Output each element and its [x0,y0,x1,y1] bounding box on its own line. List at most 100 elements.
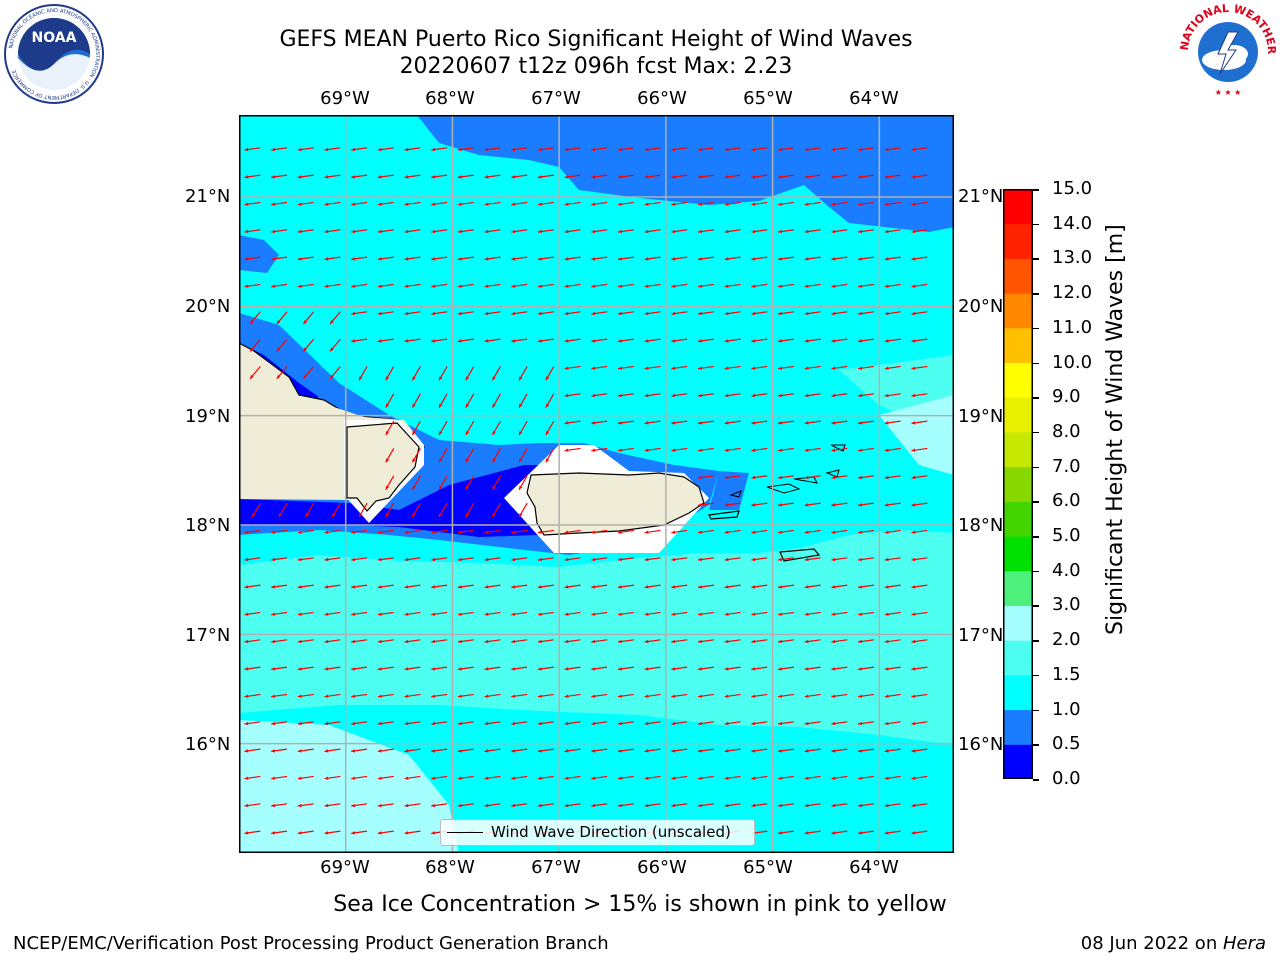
wave-arrow-head [244,639,249,644]
wave-arrow-head [457,284,462,288]
wave-arrow-head [385,403,390,408]
wave-arrow-head [884,694,889,698]
wave-arrow-head [778,530,782,534]
wave-arrow-head [511,721,516,726]
wave-arrow-head [751,749,756,753]
wave-arrow-head [724,667,729,671]
wave-arrow-head [431,612,436,616]
wave-arrow-head [412,513,416,517]
lat-label-left-19n: 19°N [185,406,231,427]
wave-arrow-head [484,694,489,698]
wave-arrow-head [404,147,409,152]
wave-arrow-head [519,431,523,435]
wave-arrow-head [618,175,622,179]
wave-arrow-head [457,175,462,179]
wave-arrow-head [431,694,436,698]
wave-arrow-head [564,749,569,753]
wave-arrow-head [591,147,596,152]
wave-arrow-head [439,376,443,381]
wave-arrow-head [618,776,622,780]
wave-arrow-head [591,667,596,671]
wave-arrow-head [884,475,889,480]
wave-arrow-head [644,147,649,152]
wave-arrow-head [751,284,756,288]
wave-arrow-head [465,403,470,408]
wave-arrow-head [457,749,462,753]
wave-arrow-head [751,339,756,343]
wave-arrow-head [911,366,916,370]
wave-arrow-head [618,667,622,671]
wave-arrow-head [884,557,889,562]
wave-arrow-head [591,694,596,698]
wave-arrow-head [537,202,542,206]
wave-arrow-head [457,557,462,562]
wave-arrow-head [324,284,329,288]
wave-arrow-head [511,694,516,698]
wave-arrow-head [698,803,702,808]
wave-arrow-head [778,311,782,316]
wave-arrow-head [511,311,516,316]
wave-arrow-head [244,667,249,671]
wave-arrow-head [804,585,809,589]
lon-label-bottom-68w: 68°W [425,857,475,878]
colorbar-tick [1033,258,1039,260]
wave-arrow-head [671,175,676,179]
wave-arrow-head [412,376,416,381]
wave-arrow-head [884,831,889,835]
wave-arrow-head [537,585,542,589]
wave-arrow-head [431,639,436,644]
lat-label-left-16n: 16°N [185,734,231,755]
wave-arrow-head [244,202,249,206]
wave-arrow-head [778,831,782,835]
wave-arrow-head [724,721,729,726]
wave-arrow-head [911,694,916,698]
chart-subtitle: 20220607 t12z 096h fcst Max: 2.23 [399,54,793,79]
wave-arrow-head [564,776,569,780]
wave-arrow-head [698,393,702,398]
wave-arrow-head [724,694,729,698]
wave-arrow-head [377,257,382,261]
wave-arrow-head [698,503,702,507]
wave-arrow-head [297,585,302,589]
wave-arrow-head [884,612,889,616]
wave-arrow-head [511,667,516,671]
wave-arrow-head [564,175,569,179]
wave-arrow-head [778,694,782,698]
wave-arrow-head [324,229,329,234]
wave-arrow-head [404,585,409,589]
wave-arrow-head [412,485,416,490]
colorbar-tick-label: 1.0 [1052,698,1081,720]
wave-arrow-head [911,612,916,616]
wave-arrow-head [884,421,889,425]
wave-arrow-head [804,694,809,698]
wave-arrow-head [831,585,836,589]
wave-arrow-head [591,776,596,780]
colorbar-tick [1033,223,1039,226]
wave-arrow-head [751,229,756,234]
wave-arrow-head [511,639,516,644]
wave-arrow-head [377,284,382,288]
wave-arrow-head [644,366,649,370]
wave-arrow-head [831,612,836,616]
wave-arrow-head [457,694,462,698]
wave-arrow-head [591,421,596,425]
wave-arrow-head [591,393,596,398]
wave-arrow-head [804,339,809,343]
wave-arrow-head [457,530,462,534]
wave-arrow-head [351,667,356,671]
wave-arrow-head [778,475,782,480]
wave-arrow-head [591,530,596,534]
wave-arrow-head [330,347,334,352]
wave-arrow-head [250,320,254,325]
wave-arrow-head [751,311,756,316]
wave-arrow-head [431,803,436,808]
wave-arrow-head [511,284,516,288]
wave-arrow-head [465,513,470,517]
wave-arrow-head [404,803,409,808]
wave-arrow-head [644,557,649,562]
wave-arrow-head [858,175,862,179]
wave-arrow-head [511,557,516,562]
wave-arrow-head [537,339,542,343]
wave-band-0p5-1p0-west [239,235,279,273]
wave-arrow-head [831,749,836,753]
